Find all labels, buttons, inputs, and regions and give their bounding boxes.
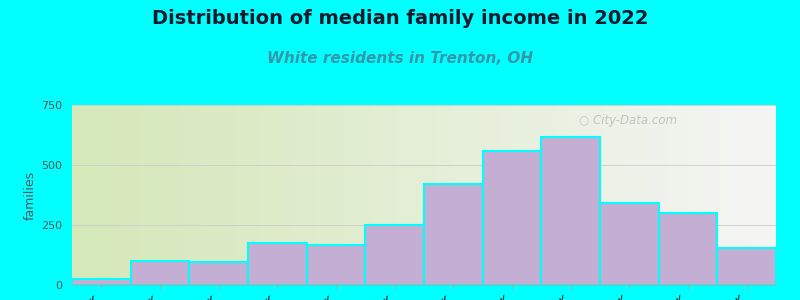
Bar xyxy=(366,225,424,285)
Bar xyxy=(482,151,542,285)
Text: ○ City-Data.com: ○ City-Data.com xyxy=(579,114,677,127)
Bar xyxy=(718,248,776,285)
Bar xyxy=(72,279,130,285)
Bar xyxy=(248,243,306,285)
Bar xyxy=(190,262,248,285)
Bar xyxy=(658,213,718,285)
Bar xyxy=(306,245,366,285)
Bar xyxy=(542,137,600,285)
Bar xyxy=(600,203,658,285)
Text: Distribution of median family income in 2022: Distribution of median family income in … xyxy=(152,9,648,28)
Y-axis label: families: families xyxy=(24,170,37,220)
Text: White residents in Trenton, OH: White residents in Trenton, OH xyxy=(267,51,533,66)
Bar xyxy=(424,184,482,285)
Bar xyxy=(130,261,190,285)
